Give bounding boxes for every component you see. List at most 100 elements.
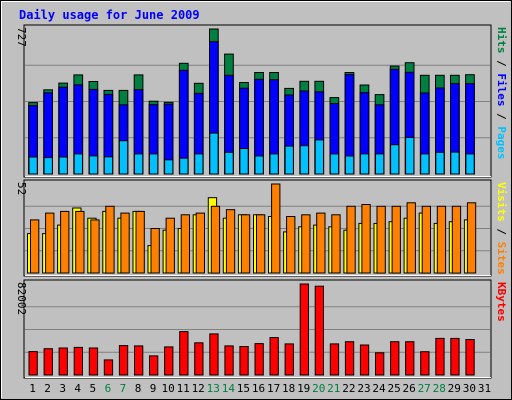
bar-pages-day-23 [359, 153, 370, 175]
x-tick-label: 31 [478, 382, 491, 395]
bar-kbytes-day-20 [314, 285, 325, 376]
panel-1: 727 Hits / Files / Pages [15, 24, 508, 178]
legend-panel-1: Hits / Files / Pages [495, 27, 508, 160]
legend-panel-3: KBytes [495, 282, 508, 322]
bar-sites-day-22 [346, 205, 356, 274]
bar-sites-day-1 [30, 219, 40, 274]
x-tick-label: 22 [342, 382, 355, 395]
bar-pages-day-12 [194, 153, 204, 175]
bar-pages-day-2 [43, 157, 53, 175]
x-tick-label: 11 [177, 382, 190, 395]
bar-kbytes-day-19 [299, 283, 310, 376]
x-tick-label: 6 [105, 382, 112, 395]
bar-pages-day-27 [420, 153, 430, 175]
bar-pages-day-3 [58, 156, 68, 175]
x-tick-label: 14 [222, 382, 236, 395]
bar-kbytes-day-2 [43, 348, 53, 376]
bar-pages-day-24 [375, 153, 385, 175]
bar-pages-day-4 [73, 153, 83, 175]
bar-pages-day-25 [390, 144, 400, 175]
bar-sites-day-30 [466, 202, 477, 274]
bar-sites-day-18 [286, 216, 296, 274]
x-tick-label: 5 [89, 382, 96, 395]
axis-max-label: 82002 [15, 282, 28, 315]
x-tick-label: 3 [59, 382, 66, 395]
bar-pages-day-16 [254, 155, 264, 175]
bar-pages-day-8 [134, 153, 144, 175]
bar-sites-day-2 [45, 212, 55, 274]
bar-pages-day-11 [179, 157, 189, 175]
panel-2: 52 Visits / Sites [15, 179, 508, 277]
chart-panels: 727 Hits / Files / Pages 52 Visits / Sites 8… [15, 24, 508, 379]
bar-pages-day-28 [435, 151, 445, 175]
bar-kbytes-day-11 [179, 331, 189, 376]
legend-separator: / [495, 222, 508, 242]
bar-pages-day-17 [269, 153, 279, 175]
bar-sites-day-25 [391, 205, 401, 274]
bar-sites-day-8 [135, 210, 145, 274]
bar-kbytes-day-9 [149, 355, 159, 376]
x-tick-label: 27 [418, 382, 431, 395]
x-tick-label: 28 [433, 382, 446, 395]
bar-sites-day-6 [105, 205, 115, 274]
bar-pages-day-30 [465, 153, 475, 175]
x-tick-label: 4 [74, 382, 81, 395]
bar-sites-day-16 [256, 214, 266, 274]
legend-separator: / [495, 107, 508, 127]
legend-item-files: Files [495, 73, 508, 106]
bar-sites-day-11 [180, 214, 190, 274]
bar-kbytes-day-14 [224, 345, 234, 376]
bar-sites-day-12 [195, 212, 205, 274]
x-tick-label: 26 [402, 382, 415, 395]
x-tick-label: 17 [267, 382, 280, 395]
bar-kbytes-day-7 [118, 345, 129, 376]
legend-item-hits: Hits [495, 27, 508, 54]
x-tick-label: 13 [207, 382, 220, 395]
bar-kbytes-day-3 [58, 347, 68, 376]
bar-kbytes-day-12 [194, 342, 204, 376]
bar-sites-day-4 [75, 210, 85, 274]
bar-sites-day-13 [210, 205, 221, 274]
bar-kbytes-day-13 [209, 333, 219, 376]
bar-sites-day-10 [165, 217, 175, 274]
bar-sites-day-27 [421, 205, 432, 274]
bar-sites-day-19 [301, 214, 311, 274]
x-tick-label: 19 [297, 382, 310, 395]
x-tick-label: 16 [252, 382, 265, 395]
x-tick-label: 12 [192, 382, 205, 395]
legend-panel-2: Visits / Sites [495, 182, 508, 275]
bar-pages-day-1 [28, 156, 38, 175]
bar-sites-day-29 [451, 205, 462, 274]
bar-pages-day-19 [299, 145, 310, 175]
bar-sites-day-21 [331, 214, 341, 274]
bar-kbytes-day-8 [134, 345, 144, 376]
bar-sites-day-9 [150, 228, 160, 274]
bar-sites-day-23 [361, 204, 371, 274]
legend-item-visits: Visits [495, 182, 508, 222]
bar-kbytes-day-23 [359, 344, 370, 376]
chart-title: Daily usage for June 2009 [19, 8, 200, 22]
bar-sites-day-14 [225, 209, 236, 274]
bar-kbytes-day-21 [329, 343, 340, 376]
bar-kbytes-day-22 [344, 341, 355, 376]
bar-pages-day-15 [239, 148, 249, 175]
bar-kbytes-day-27 [420, 351, 430, 376]
bar-pages-day-7 [118, 140, 129, 175]
x-tick-label: 23 [357, 382, 370, 395]
bar-pages-day-14 [224, 151, 234, 175]
bar-pages-day-18 [284, 145, 294, 175]
bar-kbytes-day-16 [254, 343, 264, 376]
x-tick-label: 29 [448, 382, 461, 395]
x-tick-label: 25 [387, 382, 400, 395]
bar-pages-day-10 [164, 159, 174, 175]
bar-sites-day-3 [60, 210, 70, 274]
bar-sites-day-28 [436, 205, 447, 274]
bar-pages-day-29 [450, 151, 460, 175]
bar-sites-day-20 [316, 212, 326, 274]
bar-sites-day-7 [120, 212, 130, 274]
x-tick-label: 8 [135, 382, 142, 395]
bar-kbytes-day-1 [28, 351, 38, 376]
axis-max-label: 727 [15, 27, 28, 47]
